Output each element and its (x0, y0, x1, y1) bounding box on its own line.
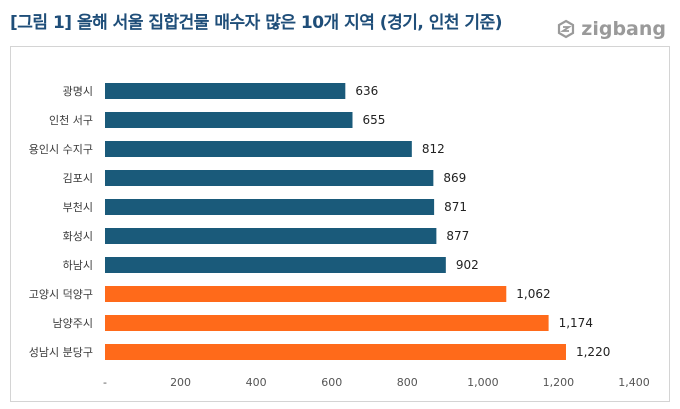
category-label: 성남시 분당구 (29, 346, 93, 359)
category-label: 인천 서구 (49, 113, 93, 127)
bar (105, 199, 435, 215)
category-label: 남양주시 (53, 317, 93, 330)
bar (105, 141, 412, 157)
brand-name: zigbang (581, 18, 666, 40)
data-label: 812 (422, 142, 445, 156)
x-tick-label: 1,400 (618, 376, 650, 389)
bar (105, 315, 549, 331)
category-label: 김포시 (63, 172, 93, 185)
x-tick-label: 200 (170, 376, 191, 389)
bar (105, 170, 434, 186)
category-label: 하남시 (63, 258, 93, 272)
category-label: 광명시 (63, 85, 93, 98)
bar (105, 112, 353, 128)
x-tick-label: 800 (397, 376, 418, 389)
x-tick-label: - (103, 376, 107, 389)
data-label: 1,220 (576, 345, 610, 359)
data-label: 877 (446, 229, 469, 243)
data-label: 871 (444, 200, 467, 214)
bar (105, 83, 346, 99)
chart-title: [그림 1] 올해 서울 집합건물 매수자 많은 10개 지역 (경기, 인천 … (10, 13, 502, 33)
category-label: 부천시 (63, 200, 93, 214)
category-label: 고양시 덕양구 (29, 288, 93, 301)
data-label: 869 (443, 171, 466, 185)
bar (105, 286, 507, 302)
category-label: 용인시 수지구 (29, 143, 93, 156)
zigbang-logo-icon (558, 19, 575, 39)
data-label: 1,174 (559, 316, 593, 330)
data-label: 1,062 (516, 287, 550, 301)
x-tick-label: 1,000 (467, 376, 499, 389)
bar (105, 228, 437, 244)
x-tick-label: 600 (321, 376, 342, 389)
data-label: 902 (456, 258, 479, 272)
x-tick-label: 400 (246, 376, 267, 389)
data-label: 655 (362, 113, 385, 127)
chart-panel: 광명시 636 인천 서구 655 용인시 수지구 812 김포시 869 부천시 871 화성시 8… (10, 46, 670, 402)
data-label: 636 (355, 84, 378, 98)
bar-chart: 광명시 636 인천 서구 655 용인시 수지구 812 김포시 869 부천시 871 화성시 8… (29, 83, 650, 389)
x-tick-label: 1,200 (543, 376, 575, 389)
bar (105, 344, 566, 360)
brand-logo: zigbang (556, 18, 666, 40)
category-label: 화성시 (63, 230, 93, 243)
bar (105, 257, 446, 273)
